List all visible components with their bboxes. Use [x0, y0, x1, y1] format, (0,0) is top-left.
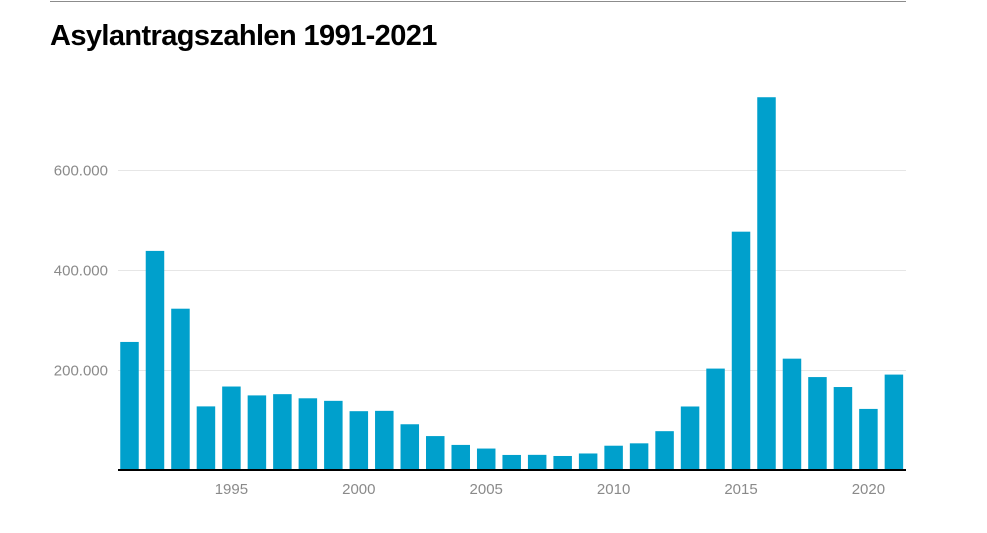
top-divider — [50, 1, 906, 2]
bar-2008 — [553, 455, 572, 470]
tick-labels: 200.000 400.000 600.000 1995 2000 2005 2010 201… — [54, 163, 885, 499]
bar-2018 — [808, 377, 827, 470]
bar-2011 — [629, 443, 649, 470]
bar-2013 — [680, 406, 700, 470]
bar-1999 — [324, 400, 343, 470]
bar-2004 — [451, 444, 470, 470]
bar-1998 — [298, 398, 318, 470]
bar-2003 — [426, 436, 445, 470]
x-tick-label: 2000 — [342, 481, 375, 498]
bar-2019 — [833, 387, 853, 470]
bar-1994 — [196, 406, 216, 470]
bar-1992 — [145, 250, 165, 470]
x-tick-label: 2015 — [724, 481, 757, 498]
chart-title: Asylantragszahlen 1991-2021 — [50, 20, 437, 52]
bar-2010 — [604, 445, 623, 470]
bar-2006 — [502, 454, 521, 470]
bar-2007 — [527, 454, 547, 470]
x-tick-label: 2020 — [852, 481, 885, 498]
bar-1997 — [273, 394, 292, 470]
x-tick-label: 1995 — [215, 481, 248, 498]
y-tick-label: 400.000 — [54, 263, 108, 280]
bar-2016 — [757, 97, 776, 470]
gridlines — [118, 170, 906, 371]
bars — [120, 97, 904, 470]
bar-2000 — [349, 411, 369, 470]
bar-2005 — [476, 448, 496, 470]
y-tick-label: 200.000 — [54, 363, 108, 380]
x-tick-label: 2010 — [597, 481, 630, 498]
bar-1996 — [247, 395, 267, 470]
bar-2017 — [782, 358, 802, 470]
bar-1991 — [120, 341, 139, 470]
bar-2009 — [578, 453, 598, 470]
bar-1993 — [171, 308, 190, 470]
bar-2015 — [731, 231, 751, 470]
bar-2014 — [706, 368, 725, 470]
y-tick-label: 600.000 — [54, 163, 108, 180]
x-tick-label: 2005 — [470, 481, 503, 498]
bar-2020 — [859, 408, 878, 470]
bar-2001 — [375, 410, 394, 470]
bar-2002 — [400, 424, 420, 470]
bar-2021 — [884, 374, 904, 470]
bar-1995 — [222, 386, 241, 470]
bar-2012 — [655, 431, 674, 470]
